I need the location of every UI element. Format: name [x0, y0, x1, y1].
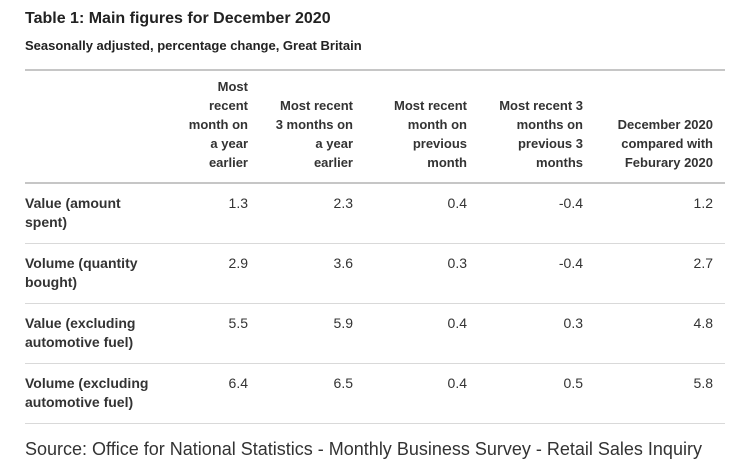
main-figures-table: Most recent month on a year earlier Most… [25, 69, 725, 424]
table-row: Volume (excluding automotive fuel) 6.4 6… [25, 363, 725, 424]
table-row: Value (excluding automotive fuel) 5.5 5.… [25, 303, 725, 364]
cell-value: 0.3 [353, 243, 467, 304]
column-header: Most recent month on a year earlier [155, 69, 248, 184]
cell-value: 0.3 [467, 303, 583, 364]
cell-value: 2.9 [155, 243, 248, 304]
column-header: December 2020 compared with Feburary 202… [583, 69, 725, 184]
cell-value: 5.5 [155, 303, 248, 364]
cell-value: 5.8 [583, 363, 725, 424]
cell-value: 0.4 [353, 363, 467, 424]
cell-value: 0.4 [353, 183, 467, 244]
row-label: Value (excluding automotive fuel) [25, 303, 155, 364]
column-header: Most recent 3 months on previous 3 month… [467, 69, 583, 184]
row-label: Volume (excluding automotive fuel) [25, 363, 155, 424]
cell-value: 0.4 [353, 303, 467, 364]
header-row: Most recent month on a year earlier Most… [25, 69, 725, 184]
cell-value: 1.3 [155, 183, 248, 244]
cell-value: -0.4 [467, 183, 583, 244]
cell-value: 2.3 [248, 183, 353, 244]
page-title: Table 1: Main figures for December 2020 [25, 10, 331, 27]
column-header: Most recent 3 months on a year earlier [248, 69, 353, 184]
cell-value: 4.8 [583, 303, 725, 364]
cell-value: 5.9 [248, 303, 353, 364]
corner-cell [25, 69, 155, 184]
cell-value: 0.5 [467, 363, 583, 424]
cell-value: 3.6 [248, 243, 353, 304]
table-row: Volume (quantity bought) 2.9 3.6 0.3 -0.… [25, 243, 725, 304]
page-subtitle: Seasonally adjusted, percentage change, … [25, 38, 362, 53]
row-label: Volume (quantity bought) [25, 243, 155, 304]
cell-value: 1.2 [583, 183, 725, 244]
column-header: Most recent month on previous month [353, 69, 467, 184]
cell-value: 6.5 [248, 363, 353, 424]
source-note: Source: Office for National Statistics -… [25, 439, 702, 459]
cell-value: 6.4 [155, 363, 248, 424]
cell-value: -0.4 [467, 243, 583, 304]
table-row: Value (amount spent) 1.3 2.3 0.4 -0.4 1.… [25, 183, 725, 244]
row-label: Value (amount spent) [25, 183, 155, 244]
cell-value: 2.7 [583, 243, 725, 304]
